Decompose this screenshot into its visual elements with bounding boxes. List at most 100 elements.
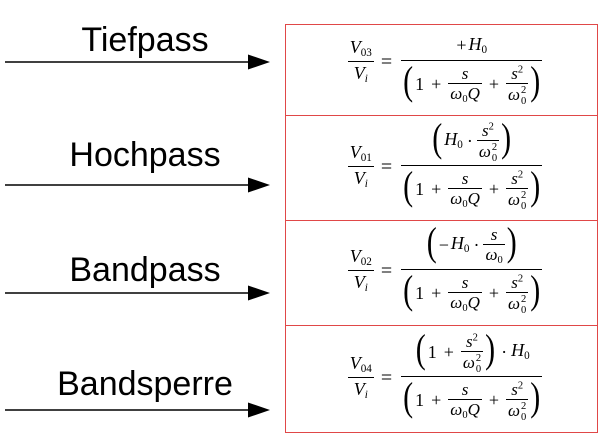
right-parenthesis: ) (530, 59, 541, 104)
right-parenthesis: ) (501, 116, 512, 161)
fraction-denominator: ω0Q (448, 293, 482, 314)
omega-variable: ω (508, 400, 521, 420)
omega-variable: ω (508, 189, 521, 209)
arrow-tiefpass (5, 54, 270, 70)
omega-variable: ω (450, 292, 463, 312)
output-voltage-variable: V (349, 353, 361, 374)
minus-sign: − (438, 235, 449, 255)
fraction-numerator: s2 (506, 63, 529, 84)
arrow-bandsperre (5, 402, 270, 418)
exponent: 2 (488, 120, 494, 132)
left-parenthesis: ( (432, 116, 443, 161)
arrow-bandpass (5, 285, 270, 301)
fraction-denominator: ω0 (483, 245, 504, 266)
exponent: 2 (521, 400, 527, 412)
voltage-ratio-denominator: Vi (348, 167, 374, 190)
variable-s: s (466, 331, 473, 351)
variable-s: s (511, 168, 518, 188)
transfer-function-fraction: ( − H0 · s ω0 ) ( 1 + s (401, 220, 543, 317)
multiplication-dot: · (473, 235, 480, 255)
arrow-hochpass (5, 177, 270, 193)
omega-subscript: 0 (491, 153, 498, 165)
voltage-ratio-numerator: V03 (347, 38, 374, 62)
input-voltage-subscript: i (364, 72, 368, 85)
input-voltage-variable: V (353, 378, 365, 399)
right-parenthesis: ) (530, 268, 541, 313)
variable-s: s (490, 224, 498, 244)
exponent: 2 (517, 379, 524, 391)
fraction-numerator: s2 (506, 168, 529, 189)
label-tiefpass: Tiefpass (81, 21, 209, 59)
quality-factor-variable: Q (467, 292, 480, 312)
label-bandpass: Bandpass (69, 251, 221, 289)
exponent: 2 (472, 331, 478, 343)
omega-subscript: 0 (521, 96, 527, 108)
omega-subscript: 0 (475, 364, 482, 376)
gain-subscript: 0 (463, 243, 470, 256)
variable-s: s (461, 168, 469, 188)
exponent: 2 (521, 293, 527, 305)
gain-variable: H (450, 233, 464, 254)
right-parenthesis: ) (530, 375, 541, 420)
fraction-numerator: s2 (506, 272, 529, 293)
number-one: 1 (415, 179, 425, 199)
omega-variable: ω (462, 352, 475, 372)
plus-sign: + (431, 74, 442, 94)
input-voltage-variable: V (353, 167, 365, 188)
exponent: 2 (517, 272, 524, 284)
equals-sign: = (380, 155, 393, 178)
gain-term: H0 (469, 35, 488, 56)
formula-bandpass: V02 Vi = ( − H0 · s ω0 ) ( (285, 220, 597, 317)
variable-s: s (511, 63, 518, 83)
equals-sign: = (380, 366, 393, 389)
variable-s: s (482, 120, 489, 140)
multiplication-dot: · (466, 131, 473, 151)
fraction-denominator: ω0Q (448, 84, 482, 105)
left-parenthesis: ( (415, 327, 426, 372)
variable-s: s (461, 272, 469, 292)
variable-s: s (461, 379, 469, 399)
fraction-numerator: s2 (460, 331, 484, 352)
fraction-numerator: s2 (476, 120, 500, 141)
gain-variable: H (468, 33, 482, 54)
fraction-numerator: s (448, 65, 482, 84)
quality-factor-variable: Q (467, 83, 480, 103)
gain-variable: H (511, 340, 525, 361)
gain-subscript: 0 (457, 139, 463, 152)
transfer-function-numerator: ( − H0 · s ω0 ) (401, 220, 543, 270)
fraction-numerator: s2 (506, 379, 529, 400)
variable-s: s (511, 272, 518, 292)
right-parenthesis: ) (506, 220, 517, 265)
exponent: 2 (521, 84, 527, 96)
fraction-numerator: s (448, 381, 482, 400)
voltage-ratio-fraction: V03 Vi (347, 38, 374, 84)
plus-sign: + (443, 342, 454, 362)
omega-subscript: 0 (521, 305, 527, 317)
right-parenthesis: ) (530, 164, 541, 209)
number-one: 1 (415, 283, 425, 303)
voltage-ratio-numerator: V04 (347, 353, 374, 378)
fraction-denominator: ω0Q (448, 400, 482, 421)
output-voltage-subscript: 02 (360, 256, 372, 269)
label-hochpass: Hochpass (69, 136, 221, 174)
formula-table-border (285, 24, 598, 433)
exponent: 2 (491, 141, 498, 153)
